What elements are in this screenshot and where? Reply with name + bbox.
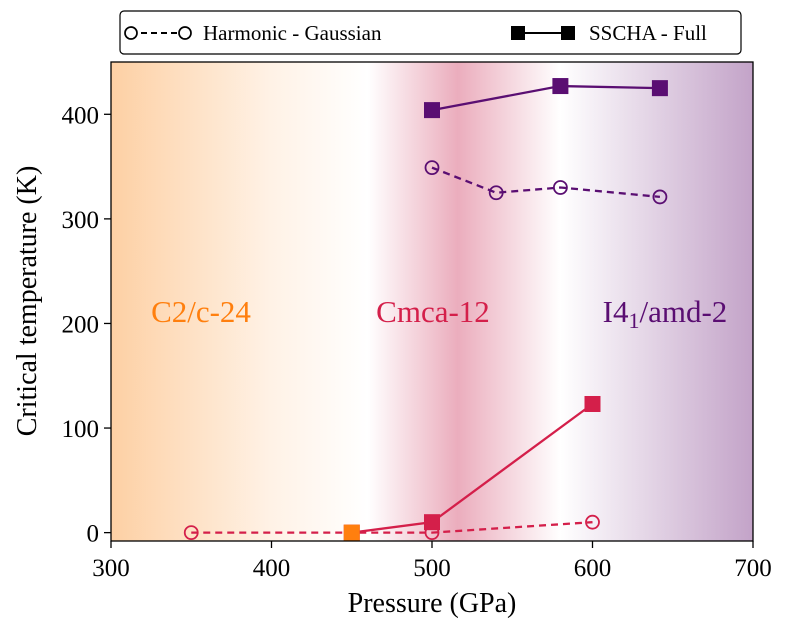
y-tick-label-100: 100 [62,416,100,443]
phase-label-i41amd: I41/amd-2 [603,294,728,333]
series-4-point-0 [343,524,360,541]
legend: Harmonic - Gaussian SSCHA - Full [119,10,742,55]
y-axis-label: Critical temperature (K) [12,166,43,437]
legend-sscha-marker-left [511,26,525,40]
series-0-point-3 [585,514,600,530]
legend-harmonic-label: Harmonic - Gaussian [203,21,382,45]
x-tick-label-300: 300 [92,555,130,582]
y-tick-label-0: 0 [87,521,100,548]
series-2-point-1 [488,185,504,201]
x-axis-label: Pressure (GPa) [348,588,517,619]
series-layer [183,78,668,541]
series-2-point-2 [553,180,568,195]
phase-label-i41amd-sub: 1 [629,308,640,333]
series-2-point-0 [424,160,440,176]
phase-label-i41amd-rest: /amd-2 [640,294,728,329]
phase-label-cmca: Cmca-12 [376,294,490,329]
legend-sscha-marker-right [561,26,575,40]
series-0-point-0 [183,525,199,541]
series-3-point-2 [651,80,668,97]
series-1-point-1 [424,514,440,531]
series-1-point-2 [584,395,601,412]
series-3-point-1 [552,78,569,95]
x-tick-label-400: 400 [253,555,291,582]
tick-layer: 300 400 500 600 700 0 100 200 300 400 [62,102,772,582]
series-2-line [431,166,661,199]
legend-harmonic-marker-left [124,26,138,40]
series-2-point-3 [652,189,668,205]
plot-area [111,62,753,541]
legend-sscha-label: SSCHA - Full [589,21,707,45]
legend-box [119,10,742,55]
phase-label-c2c: C2/c-24 [151,294,251,329]
phase-label-i41amd-main: I4 [603,294,629,329]
x-tick-label-600: 600 [574,555,612,582]
y-tick-label-200: 200 [62,311,100,338]
x-tick-label-700: 700 [734,555,772,582]
y-tick-label-400: 400 [62,102,100,129]
series-3-point-0 [424,102,440,119]
y-tick-label-300: 300 [62,207,100,234]
legend-harmonic-marker-right [178,26,192,40]
x-tick-label-500: 500 [413,555,451,582]
